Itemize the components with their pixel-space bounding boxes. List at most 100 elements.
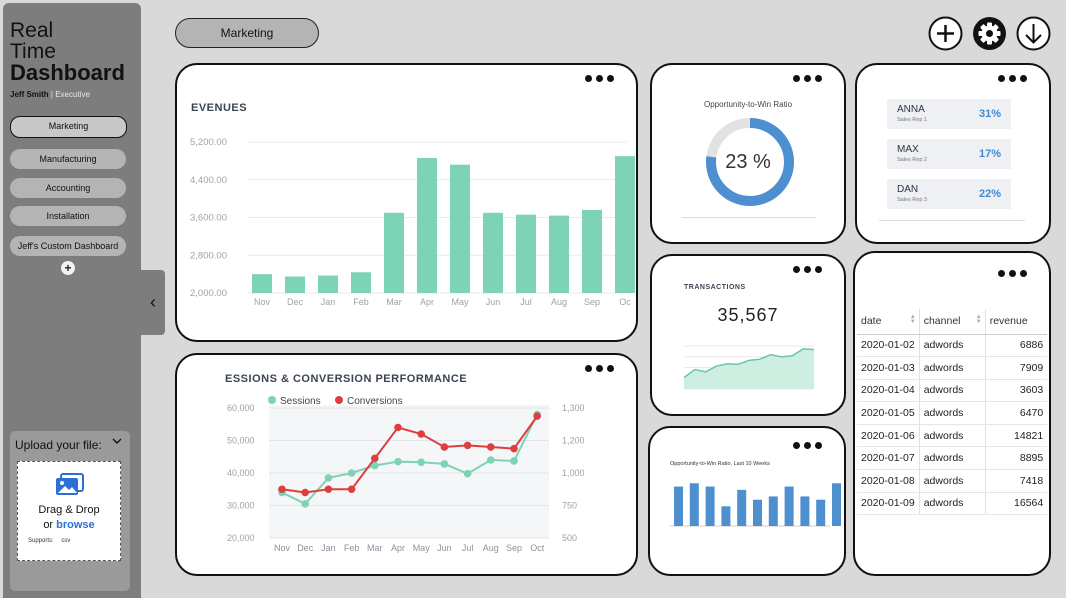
upload-title: Upload your file:	[15, 438, 102, 452]
data-point	[463, 441, 472, 450]
supports-value: csv	[61, 538, 71, 544]
supports-label: Supports:	[28, 538, 54, 544]
card-menu-icon[interactable]	[998, 270, 1027, 277]
x-tick-label: Oc	[619, 297, 631, 307]
card-menu-icon[interactable]	[793, 266, 822, 273]
table-row[interactable]: 2020-01-02 adwords 6886	[857, 334, 1048, 358]
x-tick-label: Jun	[437, 543, 452, 553]
y-right-tick-label: 750	[562, 501, 577, 511]
x-tick-label: Dec	[287, 297, 304, 307]
brand-line-2: Time	[10, 40, 56, 63]
legend-marker	[335, 396, 343, 404]
sidebar-item-accounting[interactable]: Accounting	[10, 178, 126, 198]
chevron-down-icon[interactable]	[111, 435, 123, 450]
card-menu-icon[interactable]	[585, 365, 614, 372]
drag-drop-label: Drag & Drop	[38, 504, 100, 516]
plus-circle-icon[interactable]	[928, 16, 963, 51]
weekly-bar	[705, 486, 715, 526]
data-point	[417, 458, 425, 467]
column-header-revenue[interactable]: revenue	[984, 309, 1048, 335]
cell-channel: adwords	[918, 492, 986, 516]
sidebar-item-installation[interactable]: Installation	[10, 206, 126, 226]
sales-rep-row: DAN Sales Rep 3 22%	[887, 179, 1011, 209]
table-row[interactable]: 2020-01-07 adwords 8895	[857, 446, 1048, 471]
table-row[interactable]: 2020-01-05 adwords 6470	[857, 401, 1048, 425]
weekly-bar-chart	[670, 483, 841, 527]
cell-channel: adwords	[918, 379, 986, 403]
y-right-tick-label: 500	[562, 533, 577, 543]
y-tick-label: 2,800.00	[190, 250, 227, 261]
ratio-title: Opportunity-to-Win Ratio	[703, 100, 793, 109]
table-row[interactable]: 2020-01-06 adwords 14821	[857, 424, 1048, 448]
table-row[interactable]: 2020-01-04 adwords 3603	[857, 379, 1048, 403]
brand-line-1: Real	[10, 19, 54, 42]
y-left-tick-label: 40,000	[227, 468, 255, 478]
revenue-bar	[450, 164, 470, 293]
revenue-card: EVENUES 5,200.00 4,400.00 3,600.00 2,800.00…	[175, 63, 638, 342]
revenue-bar	[549, 215, 569, 293]
sidebar-item-custom-dashboard[interactable]: Jeff's Custom Dashboard	[10, 236, 126, 256]
cell-revenue: 6886	[984, 334, 1048, 358]
table-header-row: date ▲ ▼ channel ▲ ▼ revenue	[857, 309, 1048, 335]
data-point	[394, 457, 402, 466]
column-header-channel[interactable]: channel ▲ ▼	[918, 309, 986, 335]
card-menu-icon[interactable]	[793, 442, 822, 449]
weekly-bar	[816, 499, 826, 526]
file-drop-zone[interactable]: Drag & Drop or browse Supports: csv	[17, 461, 121, 561]
y-tick-label: 5,200.00	[190, 137, 227, 148]
image-icon	[55, 473, 85, 502]
collapse-sidebar-button[interactable]: ‹	[141, 270, 165, 335]
add-dashboard-button[interactable]: +	[61, 261, 75, 275]
x-tick-label: Apr	[391, 543, 405, 553]
browse-link[interactable]: browse	[56, 519, 95, 531]
weekly-bar	[784, 486, 794, 526]
gear-icon[interactable]	[972, 16, 1007, 51]
card-menu-icon[interactable]	[793, 75, 822, 82]
rep-name: DAN	[897, 184, 919, 195]
weekly-bar	[832, 483, 841, 526]
area-line	[683, 348, 815, 379]
column-header-date[interactable]: date ▲ ▼	[857, 309, 920, 335]
card-menu-icon[interactable]	[585, 75, 614, 82]
table-row[interactable]: 2020-01-03 adwords 7909	[857, 356, 1048, 380]
table-row[interactable]: 2020-01-08 adwords 7418	[857, 469, 1048, 493]
card-menu-icon[interactable]	[998, 75, 1027, 82]
revenue-bar	[285, 276, 305, 293]
data-point	[440, 443, 449, 451]
x-tick-label: Nov	[274, 543, 291, 553]
data-point	[301, 488, 309, 497]
cell-date: 2020-01-09	[857, 492, 920, 516]
weekly-bar	[721, 506, 731, 526]
sidebar-item-marketing[interactable]: Marketing	[10, 116, 127, 138]
browse-line: or browse	[18, 518, 120, 533]
cell-date: 2020-01-06	[857, 424, 920, 448]
data-point	[487, 443, 495, 451]
x-tick-label: Mar	[386, 297, 402, 307]
legend-label: Conversions	[347, 396, 403, 407]
revenue-bar	[483, 212, 503, 293]
sort-icon[interactable]: ▲ ▼	[975, 314, 982, 325]
transactions-value: 35,567	[717, 305, 779, 325]
x-tick-label: Aug	[483, 543, 499, 553]
rep-name: MAX	[897, 144, 919, 155]
weekly-bar	[737, 489, 747, 526]
download-icon[interactable]	[1016, 16, 1051, 51]
cell-channel: adwords	[918, 356, 986, 380]
cell-channel: adwords	[918, 334, 986, 358]
current-section-button[interactable]: Marketing	[175, 18, 319, 48]
sort-icon[interactable]: ▲ ▼	[909, 314, 916, 325]
rep-percent: 22%	[978, 188, 1001, 200]
cell-date: 2020-01-07	[857, 446, 920, 471]
data-point	[533, 412, 541, 420]
x-tick-label: Mar	[367, 543, 383, 553]
sidebar-item-manufacturing[interactable]: Manufacturing	[10, 149, 126, 169]
upload-panel: Upload your file: Drag & Drop or browse …	[10, 431, 130, 591]
data-point	[394, 423, 402, 432]
table-row[interactable]: 2020-01-09 adwords 16564	[857, 492, 1048, 516]
y-left-tick-label: 30,000	[227, 501, 255, 511]
legend-label: Sessions	[280, 396, 321, 407]
revenue-bar-chart: 5,200.00 4,400.00 3,600.00 2,800.00 2,000.00…	[190, 137, 635, 307]
rep-subtitle: Sales Rep 3	[897, 197, 927, 203]
transactions-title: TRANSACTIONS	[684, 284, 746, 291]
weekly-bar	[674, 486, 683, 526]
